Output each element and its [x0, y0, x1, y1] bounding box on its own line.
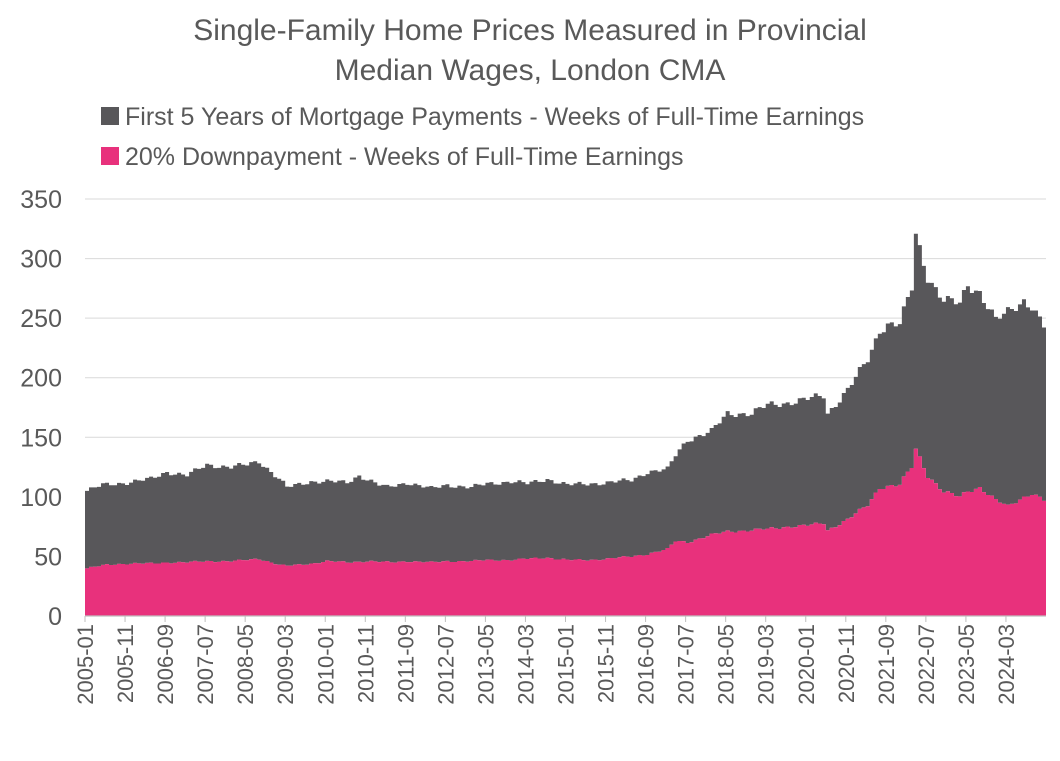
x-tick-label-2011-09: 2011-09	[393, 624, 418, 703]
x-tick-label-2015-11: 2015-11	[594, 624, 619, 703]
x-tick-label-2008-05: 2008-05	[233, 624, 258, 705]
legend-label-2: 20% Downpayment - Weeks of Full-Time Ear…	[125, 143, 684, 171]
legend-swatch-2	[101, 147, 119, 165]
x-tick-label-2013-05: 2013-05	[473, 624, 498, 705]
y-tick-label-50: 50	[34, 543, 62, 571]
chart-title: Single-Family Home Prices Measured in Pr…	[193, 14, 867, 87]
x-tick-label-2010-11: 2010-11	[353, 624, 378, 703]
y-tick-label-200: 200	[20, 365, 62, 393]
x-tick-label-2012-07: 2012-07	[433, 624, 458, 705]
x-tick-label-2005-11: 2005-11	[113, 624, 138, 703]
series-downpayment-area	[85, 448, 1046, 616]
x-tick-label-2019-03: 2019-03	[754, 624, 779, 705]
y-tick-label-100: 100	[20, 484, 62, 512]
y-tick-label-300: 300	[20, 246, 62, 274]
chart-title-line-1: Single-Family Home Prices Measured in Pr…	[193, 14, 867, 47]
legend-swatch-1	[101, 107, 119, 125]
plot-area	[85, 233, 1046, 616]
x-tick-label-2006-09: 2006-09	[153, 624, 178, 705]
legend-label-1: First 5 Years of Mortgage Payments - Wee…	[125, 103, 864, 131]
x-tick-label-2020-01: 2020-01	[794, 624, 819, 705]
x-tick-label-2009-03: 2009-03	[273, 624, 298, 705]
y-tick-label-250: 250	[20, 305, 62, 333]
x-tick-label-2007-07: 2007-07	[193, 624, 218, 705]
x-tick-label-2015-01: 2015-01	[554, 624, 579, 705]
x-tick-label-2017-07: 2017-07	[674, 624, 699, 705]
x-tick-label-2021-09: 2021-09	[874, 624, 899, 705]
y-tick-label-150: 150	[20, 424, 62, 452]
y-tick-label-0: 0	[48, 603, 62, 631]
x-tick-label-2014-03: 2014-03	[514, 624, 539, 705]
x-tick-label-2018-05: 2018-05	[714, 624, 739, 705]
x-tick-label-2010-01: 2010-01	[313, 624, 338, 705]
y-tick-label-350: 350	[20, 186, 62, 214]
x-tick-label-2016-09: 2016-09	[634, 624, 659, 705]
x-tick-label-2023-05: 2023-05	[954, 624, 979, 705]
x-tick-label-2020-11: 2020-11	[834, 624, 859, 703]
series-mortgage-payments-area	[85, 233, 1046, 569]
x-tick-label-2005-01: 2005-01	[73, 624, 98, 705]
axes: 0 50 100 150 200 250 300 350 2005-01 2005-11 2006-…	[20, 186, 1046, 705]
legend: First 5 Years of Mortgage Payments - Wee…	[101, 103, 864, 171]
x-tick-label-2024-03: 2024-03	[994, 624, 1019, 705]
chart-title-line-2: Median Wages, London CMA	[335, 54, 726, 87]
x-tick-label-2022-07: 2022-07	[914, 624, 939, 705]
